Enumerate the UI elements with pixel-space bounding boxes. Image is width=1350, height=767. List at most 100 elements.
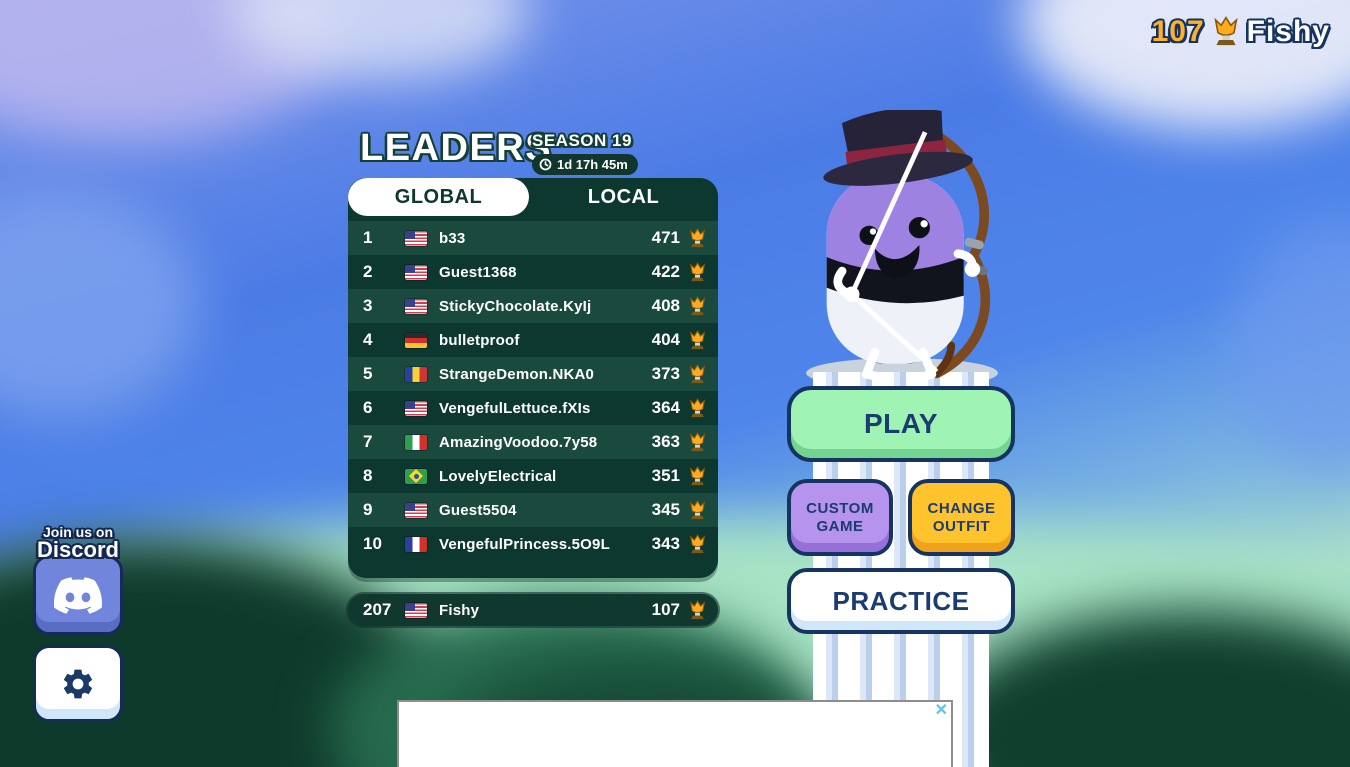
- leaderboard-row: 6 VengefulLettuce.fXIs 364: [348, 391, 718, 425]
- trophy-icon: [687, 397, 708, 419]
- player-name: Fishy: [439, 601, 480, 619]
- leaderboard-panel: GLOBAL LOCAL 1 b33 471 2 Guest1368 422 3…: [348, 178, 718, 578]
- leaderboard-row: 2 Guest1368 422: [348, 255, 718, 289]
- clock-icon: [539, 158, 552, 171]
- rank: 10: [363, 534, 382, 553]
- discord-label-line1: Join us on: [43, 524, 113, 540]
- country-flag-icon: [405, 298, 427, 314]
- player-name: StickyChocolate.KyIj: [439, 297, 592, 315]
- player-character: [823, 110, 991, 382]
- country-flag-icon: [405, 264, 427, 280]
- score: 107: [651, 600, 680, 619]
- discord-button[interactable]: [33, 555, 123, 635]
- change-outfit-button[interactable]: CHANGE OUTFIT: [908, 479, 1015, 556]
- trophy-icon: [687, 295, 708, 317]
- leaderboard-rows: 1 b33 471 2 Guest1368 422 3 StickyChocol…: [348, 221, 718, 561]
- leaderboard-row: 8 LovelyElectrical 351: [348, 459, 718, 493]
- ad-banner[interactable]: ✕: [397, 700, 953, 767]
- score: 422: [651, 262, 680, 281]
- practice-button[interactable]: PRACTICE: [787, 568, 1015, 634]
- score: 404: [651, 330, 680, 349]
- score: 373: [651, 364, 680, 383]
- player-name: VengefulLettuce.fXIs: [439, 399, 591, 417]
- player-name: LovelyElectrical: [439, 467, 557, 485]
- trophy-icon: [689, 499, 706, 519]
- trophy-icon: [1214, 16, 1238, 46]
- trophy-icon: [687, 227, 708, 249]
- trophy-icon: [689, 295, 706, 315]
- discord-section: Join us on Discord: [33, 524, 123, 635]
- trophy-icon: [687, 465, 708, 487]
- score: 408: [651, 296, 680, 315]
- player-name: Guest5504: [439, 501, 517, 519]
- discord-icon: [54, 576, 102, 614]
- settings-button[interactable]: [33, 645, 123, 722]
- discord-label-line2: Discord: [37, 537, 119, 562]
- country-flag-icon: [405, 602, 427, 618]
- player-name: VengefulPrincess.5O9L: [439, 535, 610, 553]
- player-name: b33: [439, 229, 466, 247]
- leaderboard-row: 10 VengefulPrincess.5O9L 343: [348, 527, 718, 561]
- rank: 207: [363, 600, 392, 619]
- rank: 4: [363, 330, 373, 349]
- trophy-icon: [687, 599, 708, 621]
- score: 351: [651, 466, 680, 485]
- custom-game-button[interactable]: CUSTOM GAME: [787, 479, 893, 556]
- season-info: SEASON 19 1d 17h 45m: [532, 131, 638, 176]
- tab-global[interactable]: GLOBAL: [348, 178, 529, 216]
- trophy-icon: [689, 227, 706, 247]
- country-flag-icon: [405, 366, 427, 382]
- trophy-count: 107: [1151, 15, 1205, 48]
- rank: 5: [363, 364, 373, 383]
- country-flag-icon: [405, 332, 427, 348]
- trophy-icon: [689, 397, 706, 417]
- player-score-header: 107 Fishy: [1152, 15, 1330, 49]
- score: 345: [651, 500, 680, 519]
- country-flag-icon: [405, 468, 427, 484]
- trophy-icon: [689, 329, 706, 349]
- trophy-icon: [689, 465, 706, 485]
- leaderboard-tabs: GLOBAL LOCAL: [348, 178, 718, 218]
- close-icon[interactable]: ✕: [934, 702, 948, 719]
- trophy-icon: [687, 363, 708, 385]
- leaderboard-row: 3 StickyChocolate.KyIj 408: [348, 289, 718, 323]
- country-flag-icon: [405, 230, 427, 246]
- trophy-icon: [687, 499, 708, 521]
- trophy-icon: [687, 533, 708, 555]
- score: 343: [651, 534, 680, 553]
- rank: 1: [363, 228, 373, 247]
- season-timer-text: 1d 17h 45m: [557, 157, 628, 172]
- player-name: bulletproof: [439, 331, 520, 349]
- rank: 8: [363, 466, 373, 485]
- gear-icon: [63, 669, 93, 698]
- leaderboard-title: LEADERS: [360, 127, 553, 169]
- country-flag-icon: [405, 400, 427, 416]
- tab-local[interactable]: LOCAL: [587, 185, 660, 208]
- score: 363: [651, 432, 680, 451]
- rank: 2: [363, 262, 373, 281]
- trophy-icon: [687, 329, 708, 351]
- trophy-icon: [689, 261, 706, 281]
- player-name: Guest1368: [439, 263, 517, 281]
- rank: 7: [363, 432, 373, 451]
- score: 471: [651, 228, 680, 247]
- player-name: StrangeDemon.NKA0: [439, 365, 595, 383]
- rank: 3: [363, 296, 373, 315]
- leaderboard-row: 5 StrangeDemon.NKA0 373: [348, 357, 718, 391]
- play-button[interactable]: PLAY: [787, 386, 1015, 462]
- season-timer: 1d 17h 45m: [532, 154, 638, 175]
- country-flag-icon: [405, 434, 427, 450]
- country-flag-icon: [405, 502, 427, 518]
- rank: 6: [363, 398, 373, 417]
- leaderboard-row: 1 b33 471: [348, 221, 718, 255]
- trophy-icon: [1210, 16, 1242, 48]
- leaderboard-row: 9 Guest5504 345: [348, 493, 718, 527]
- leaderboard-row: 7 AmazingVoodoo.7y58 363: [348, 425, 718, 459]
- leaderboard-row: 4 bulletproof 404: [348, 323, 718, 357]
- season-label: SEASON 19: [532, 131, 632, 150]
- trophy-icon: [689, 599, 706, 619]
- trophy-icon: [689, 363, 706, 383]
- player-name: AmazingVoodoo.7y58: [439, 433, 598, 451]
- trophy-icon: [687, 261, 708, 283]
- country-flag-icon: [405, 536, 427, 552]
